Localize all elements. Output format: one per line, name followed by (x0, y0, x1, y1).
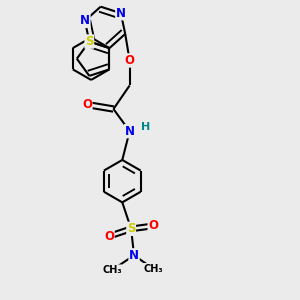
Text: N: N (124, 124, 135, 138)
Text: CH₃: CH₃ (143, 264, 163, 274)
Text: N: N (80, 14, 90, 27)
Text: H: H (141, 122, 151, 132)
Text: CH₃: CH₃ (102, 265, 122, 275)
Text: O: O (82, 98, 92, 111)
Text: O: O (124, 54, 135, 67)
Text: S: S (85, 35, 94, 48)
Text: S: S (127, 222, 135, 236)
Text: O: O (148, 219, 158, 232)
Text: N: N (116, 7, 126, 20)
Text: O: O (104, 230, 114, 243)
Text: N: N (129, 249, 139, 262)
